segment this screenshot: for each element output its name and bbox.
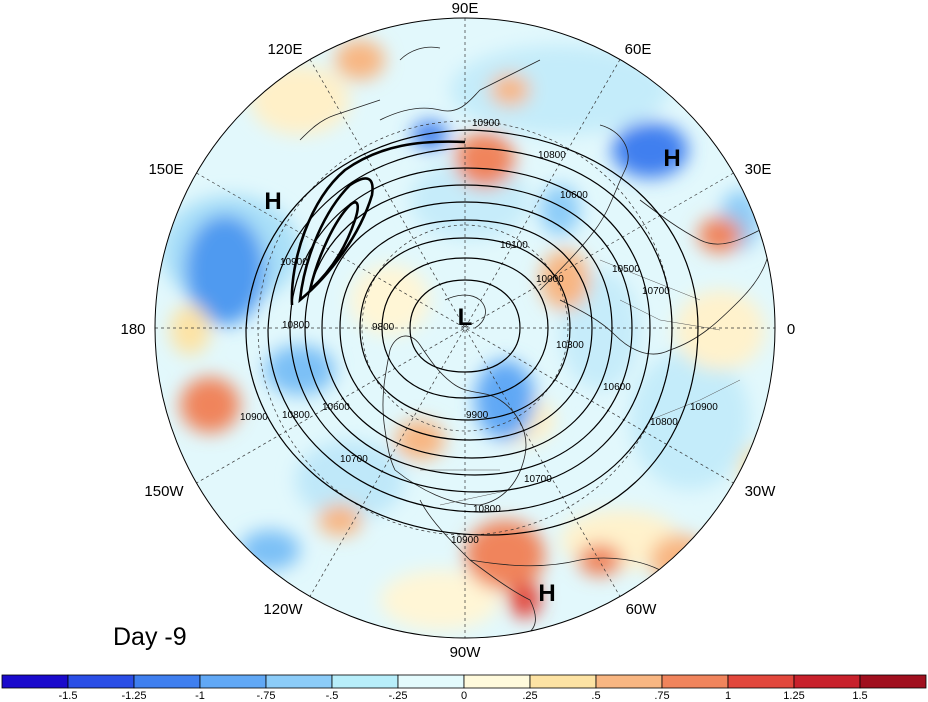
- longitude-label: 90W: [450, 644, 482, 661]
- colorbar-swatch: [793, 674, 861, 689]
- contour-label: 10900: [690, 402, 718, 413]
- map-boundary: [154, 17, 776, 639]
- contour-label: 10300: [556, 340, 584, 351]
- colorbar-tick-label: 1: [725, 690, 731, 702]
- contour-label: 10600: [560, 190, 588, 201]
- longitude-label: 120E: [267, 41, 302, 58]
- contour-label: 10800: [473, 504, 501, 515]
- colorbar-swatch: [67, 674, 135, 689]
- colorbar-swatch: [595, 674, 663, 689]
- longitude-label: 60E: [625, 41, 652, 58]
- contour-label: 10500: [612, 264, 640, 275]
- longitude-label: 150E: [148, 161, 183, 178]
- contour-label: 10900: [240, 412, 268, 423]
- colorbar-swatch: [727, 674, 795, 689]
- contour-label: 10100: [500, 240, 528, 251]
- colorbar-swatch: [1, 674, 69, 689]
- colorbar-tick-label: 0: [461, 690, 467, 702]
- contour-label: 10900: [280, 257, 308, 268]
- contour-label: 10700: [524, 474, 552, 485]
- longitude-label: 90E: [452, 0, 479, 17]
- contour-label: 10700: [340, 454, 368, 465]
- contour-label: 10800: [282, 410, 310, 421]
- contour-label: 10800: [282, 320, 310, 331]
- longitude-label: 180: [120, 321, 145, 338]
- contour-label: 9900: [466, 410, 489, 421]
- longitude-label: 30E: [745, 161, 772, 178]
- colorbar-tick-label: -1: [195, 690, 205, 702]
- contour-label: 10900: [451, 535, 479, 546]
- colorbar-tick-label: .5: [591, 690, 600, 702]
- coastlines: [299, 46, 771, 636]
- low-pressure-marker: L: [458, 304, 473, 331]
- height-contours: [245, 129, 699, 536]
- borders: [420, 259, 741, 506]
- contour-label: 10700: [642, 286, 670, 297]
- colorbar-swatch: [199, 674, 267, 689]
- contour-labels: 10900 10800 10600 10100 10500 10700 1000…: [240, 118, 718, 546]
- contour-label: 10800: [650, 417, 678, 428]
- colorbar-tick-label: .75: [654, 690, 669, 702]
- colorbar-tick-label: -.5: [326, 690, 339, 702]
- colorbar-swatch: [397, 674, 465, 689]
- longitude-label: 60W: [626, 601, 658, 618]
- longitude-label: 150W: [144, 483, 184, 500]
- contour-label: 10800: [538, 150, 566, 161]
- longitude-label: 0: [787, 321, 795, 338]
- colorbar-tick-label: -.25: [389, 690, 408, 702]
- day-label: Day -9: [113, 623, 187, 651]
- contour-label: 10600: [603, 382, 631, 393]
- colorbar-swatch: [331, 674, 399, 689]
- colorbar-tick-label: 1.25: [783, 690, 804, 702]
- colorbar-swatch: [133, 674, 201, 689]
- contour-label: 10900: [472, 118, 500, 129]
- longitude-labels: 90E 60E 30E 0 30W 60W 90W 120W 150W 180 …: [120, 0, 795, 661]
- longitude-label: 120W: [263, 601, 303, 618]
- pressure-markers: H H L H: [264, 145, 680, 607]
- colorbar-swatch: [463, 674, 531, 689]
- colorbar-tick-label: .25: [522, 690, 537, 702]
- colorbar-swatch: [661, 674, 729, 689]
- high-pressure-marker: H: [663, 145, 680, 172]
- colorbar-swatch: [859, 674, 927, 689]
- contour-label: 9800: [372, 322, 395, 333]
- colorbar-tick-label: 1.5: [852, 690, 867, 702]
- colorbar-tick-label: -1.25: [121, 690, 146, 702]
- contour-label: 10000: [536, 274, 564, 285]
- anomaly-field: [155, 18, 775, 638]
- colorbar-tick-label: -.75: [257, 690, 276, 702]
- colorbar-tick-label: -1.5: [59, 690, 78, 702]
- colorbar-swatch: [529, 674, 597, 689]
- contour-label: 10600: [322, 402, 350, 413]
- longitude-label: 30W: [745, 483, 777, 500]
- high-pressure-marker: H: [264, 188, 281, 215]
- jet-contours: [290, 140, 466, 306]
- high-pressure-marker: H: [538, 580, 555, 607]
- colorbar-swatch: [265, 674, 333, 689]
- colorbar: -1.5 -1.25 -1 -.75 -.5 -.25 0 .25 .5 .75 1 1.25 1.5: [1, 674, 927, 702]
